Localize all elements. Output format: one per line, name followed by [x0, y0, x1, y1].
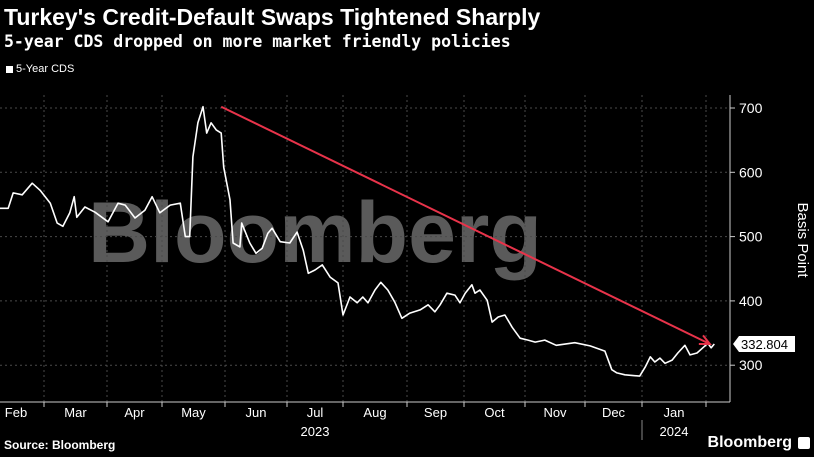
- x-tick-label: Nov: [543, 405, 567, 420]
- x-tick-label: Feb: [5, 405, 27, 420]
- last-value-label: 332.804: [741, 337, 788, 352]
- bloomberg-watermark: Bloomberg: [88, 185, 542, 281]
- bloomberg-logo: Bloomberg: [707, 434, 792, 451]
- y-tick-label: 700: [739, 100, 763, 116]
- y-tick-label: 300: [739, 357, 763, 373]
- last-value-badge: [733, 335, 795, 352]
- year-label: 2024: [660, 424, 689, 439]
- legend-label: 5-Year CDS: [16, 63, 75, 75]
- x-tick-label: May: [181, 405, 206, 420]
- x-tick-label: Oct: [484, 405, 505, 420]
- trend-arrow-head: [698, 334, 712, 345]
- legend-swatch: [6, 65, 13, 73]
- axes: 300 400 500 600 700 Feb Mar Apr May Jun Jul Aug Sep O…: [0, 95, 811, 440]
- x-tick-label: Sep: [424, 405, 447, 420]
- grid: [0, 95, 730, 402]
- year-label: 2023: [301, 424, 330, 439]
- x-tick-label: Aug: [363, 405, 386, 420]
- series: [0, 105, 715, 377]
- y-tick-label: 500: [739, 229, 763, 245]
- x-tick-label: Jun: [246, 405, 267, 420]
- x-tick-label: Dec: [602, 405, 626, 420]
- legend: 5-Year CDS: [6, 63, 74, 75]
- y-tick-label: 400: [739, 293, 763, 309]
- chart-subtitle: 5-year CDS dropped on more market friend…: [4, 32, 511, 51]
- y-tick-label: 600: [739, 164, 763, 180]
- chart-icon: [798, 437, 810, 449]
- y-axis-title: Basis Point: [794, 202, 811, 278]
- x-tick-label: Jan: [664, 405, 685, 420]
- chart-title: Turkey's Credit-Default Swaps Tightened …: [4, 4, 541, 30]
- source-note: Source: Bloomberg: [4, 438, 116, 452]
- x-tick-label: Jul: [307, 405, 324, 420]
- annotation: 332.804: [220, 105, 795, 352]
- x-tick-label: Apr: [124, 405, 145, 420]
- x-tick-label: Mar: [64, 405, 87, 420]
- series-line-5y-cds: [0, 105, 715, 377]
- trend-arrow: [220, 105, 711, 345]
